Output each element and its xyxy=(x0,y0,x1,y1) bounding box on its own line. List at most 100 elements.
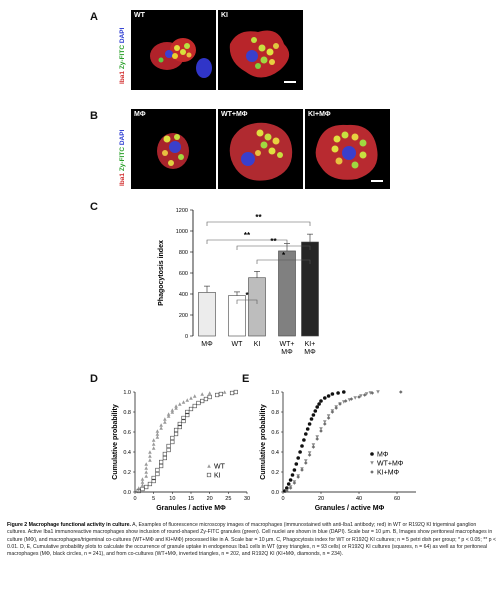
x-tick-label: 20 xyxy=(318,496,324,502)
data-point xyxy=(368,391,373,395)
data-point xyxy=(364,392,369,396)
data-point xyxy=(181,400,186,404)
data-point xyxy=(305,427,310,431)
x-axis-label: Granules / active MΦ xyxy=(156,505,226,512)
data-point xyxy=(206,472,212,478)
data-point xyxy=(155,471,160,477)
data-point xyxy=(207,391,212,395)
category-label: KI+ xyxy=(305,341,316,348)
bar xyxy=(198,292,216,337)
y-tick-label: 0.4 xyxy=(271,450,279,456)
data-point xyxy=(215,392,220,398)
y-tick-label: 0 xyxy=(185,334,188,340)
legend-label: KI+MΦ xyxy=(377,470,400,477)
data-point xyxy=(140,486,145,492)
data-point xyxy=(319,429,323,433)
data-point xyxy=(136,489,141,493)
micrograph-a-wt: WT xyxy=(131,10,216,90)
data-point xyxy=(315,435,319,439)
data-point xyxy=(399,390,403,394)
x-tick-label: 60 xyxy=(394,496,400,502)
data-point xyxy=(144,462,148,466)
data-point xyxy=(300,444,304,448)
data-point xyxy=(155,435,160,439)
x-tick-label: 40 xyxy=(356,496,362,502)
y-tick-label: 1.0 xyxy=(271,390,279,396)
data-point xyxy=(357,395,361,399)
data-point xyxy=(317,402,321,406)
y-tick-label: 0.2 xyxy=(123,470,131,476)
y-tick-label: 1200 xyxy=(176,208,188,214)
data-point xyxy=(233,389,238,395)
data-point xyxy=(170,435,175,441)
data-point xyxy=(159,426,163,430)
data-point xyxy=(307,453,312,457)
x-tick-label: 25 xyxy=(225,496,231,502)
category-label: WT xyxy=(232,341,244,348)
data-point xyxy=(353,396,357,400)
data-point xyxy=(313,409,318,413)
data-point xyxy=(336,391,340,395)
panel-b-stain-label: Iba1 Zy-FITC DAPI xyxy=(119,130,126,186)
data-point xyxy=(309,417,314,421)
x-tick-label: 5 xyxy=(152,496,155,502)
data-point xyxy=(174,406,178,410)
data-point xyxy=(162,455,167,461)
data-point xyxy=(304,459,308,463)
significance-label: ** xyxy=(255,213,262,222)
data-point xyxy=(173,427,179,433)
data-point xyxy=(376,390,380,394)
stain-blue-label-b: DAPI xyxy=(119,129,126,146)
data-point xyxy=(285,486,289,490)
data-point xyxy=(315,437,319,441)
data-point xyxy=(292,468,297,472)
significance-bracket xyxy=(206,239,288,244)
data-point xyxy=(286,482,291,486)
data-point xyxy=(163,420,167,424)
data-point xyxy=(189,396,193,400)
category-label: MΦ xyxy=(201,341,213,348)
data-point xyxy=(177,424,182,430)
data-point xyxy=(338,402,342,406)
cumulative-plot-d: 0.0 0.2 0.4 0.6 0.8 1.0 0 5 10 15 20 25 30 Granules /… xyxy=(112,389,250,512)
data-point xyxy=(162,451,167,457)
y-tick-label: 1000 xyxy=(176,229,188,235)
bar xyxy=(278,250,296,337)
data-point xyxy=(319,399,323,403)
micrograph-b-wt-mphi: WT+MΦ xyxy=(218,109,303,189)
data-point xyxy=(330,410,335,414)
category-label: MΦ xyxy=(281,349,293,356)
cell-image-wt xyxy=(150,38,212,78)
data-point xyxy=(203,396,209,402)
data-point xyxy=(155,429,160,433)
y-axis-label: Cumulative probability xyxy=(260,404,267,480)
image-label-wt-mphi: WT+MΦ xyxy=(221,111,248,118)
x-tick-label: 30 xyxy=(244,496,250,502)
stain-green-label-b: Zy-FITC xyxy=(119,146,126,172)
data-point xyxy=(166,447,171,453)
x-tick-label: 20 xyxy=(207,496,213,502)
panel-a-letter: A xyxy=(90,11,98,23)
phagocytosis-bar-chart: 0 200 400 600 800 1000 1200 Phagocytosis index M… xyxy=(158,208,319,356)
image-label-mphi: MΦ xyxy=(134,111,146,118)
stain-red-label-b: Iba1 xyxy=(119,172,126,186)
y-tick-label: 400 xyxy=(179,292,188,298)
data-point xyxy=(151,475,156,481)
scale-bar-b xyxy=(371,180,383,182)
x-tick-label: 0 xyxy=(281,496,284,502)
legend-label: MΦ xyxy=(377,452,389,459)
data-point xyxy=(370,461,374,465)
data-point xyxy=(326,416,331,420)
data-point xyxy=(151,478,156,484)
data-point xyxy=(307,422,312,426)
data-point xyxy=(136,486,141,490)
data-point xyxy=(192,403,197,409)
data-point xyxy=(349,397,354,401)
category-label: WT+ xyxy=(280,341,295,348)
data-point xyxy=(166,414,171,418)
scale-bar-a xyxy=(284,81,296,83)
y-tick-label: 0.6 xyxy=(271,430,279,436)
panel-d-letter: D xyxy=(90,373,98,385)
data-point xyxy=(140,477,145,481)
data-point xyxy=(207,464,211,468)
